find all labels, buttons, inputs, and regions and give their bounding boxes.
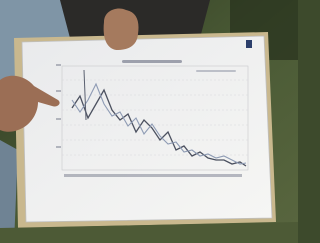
photo — [0, 0, 298, 243]
blurred-legend — [196, 70, 236, 72]
axis-smudge — [56, 118, 61, 120]
axis-smudge — [56, 64, 61, 66]
paper-sheet — [22, 36, 272, 222]
axis-smudge — [56, 146, 61, 148]
blurred-title — [122, 60, 182, 63]
clip — [246, 40, 252, 48]
page: (() => { const data = JSON.parse(documen… — [0, 0, 298, 243]
x-axis-smudge — [64, 174, 242, 177]
axis-smudge — [56, 90, 61, 92]
top-hand — [104, 9, 139, 51]
